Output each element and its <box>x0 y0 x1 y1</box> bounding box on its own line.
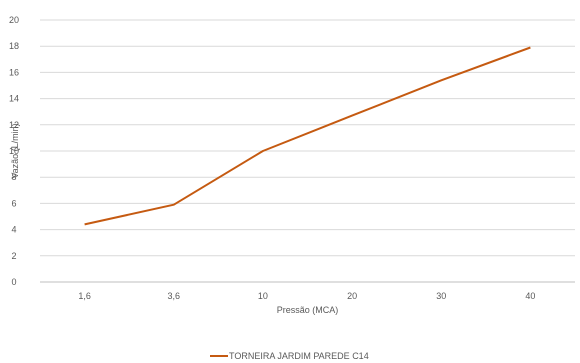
y-gridlines <box>40 19 575 257</box>
y-tick-label: 18 <box>9 41 19 51</box>
x-tick-labels: 1,6 3,6 10 20 30 40 <box>78 291 535 301</box>
y-axis-title: Vazão (L/min) <box>10 123 20 178</box>
y-tick-label: 16 <box>9 67 19 77</box>
x-tick-label: 20 <box>347 291 357 301</box>
y-tick-label: 6 <box>11 198 16 208</box>
x-tick-label: 3,6 <box>167 291 180 301</box>
y-tick-label: 20 <box>9 15 19 25</box>
legend-label: TORNEIRA JARDIM PAREDE C14 <box>229 351 369 361</box>
y-tick-labels: 0 2 4 6 8 10 12 14 16 18 20 <box>9 15 19 287</box>
y-tick-label: 14 <box>9 94 19 104</box>
x-axis-title: Pressão (MCA) <box>277 305 339 315</box>
x-tick-label: 10 <box>258 291 268 301</box>
x-tick-label: 40 <box>525 291 535 301</box>
legend: TORNEIRA JARDIM PAREDE C14 <box>210 351 369 361</box>
series-lines <box>84 46 531 226</box>
x-tick-label: 1,6 <box>78 291 91 301</box>
y-tick-label: 10 <box>9 146 19 156</box>
y-tick-label: 0 <box>11 277 16 287</box>
y-tick-label: 4 <box>11 225 16 235</box>
y-tick-label: 2 <box>11 251 16 261</box>
series-line <box>84 46 531 226</box>
y-tick-label: 8 <box>11 172 16 182</box>
x-tick-label: 30 <box>436 291 446 301</box>
y-tick-label: 12 <box>9 120 19 130</box>
